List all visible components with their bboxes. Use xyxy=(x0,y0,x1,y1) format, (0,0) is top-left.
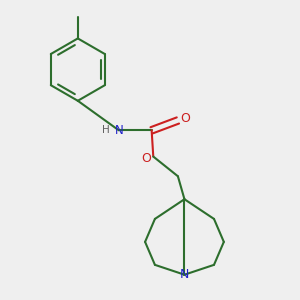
Text: H: H xyxy=(103,125,110,135)
Text: O: O xyxy=(180,112,190,125)
Text: O: O xyxy=(141,152,151,165)
Text: N: N xyxy=(180,268,189,281)
Text: N: N xyxy=(115,124,123,137)
